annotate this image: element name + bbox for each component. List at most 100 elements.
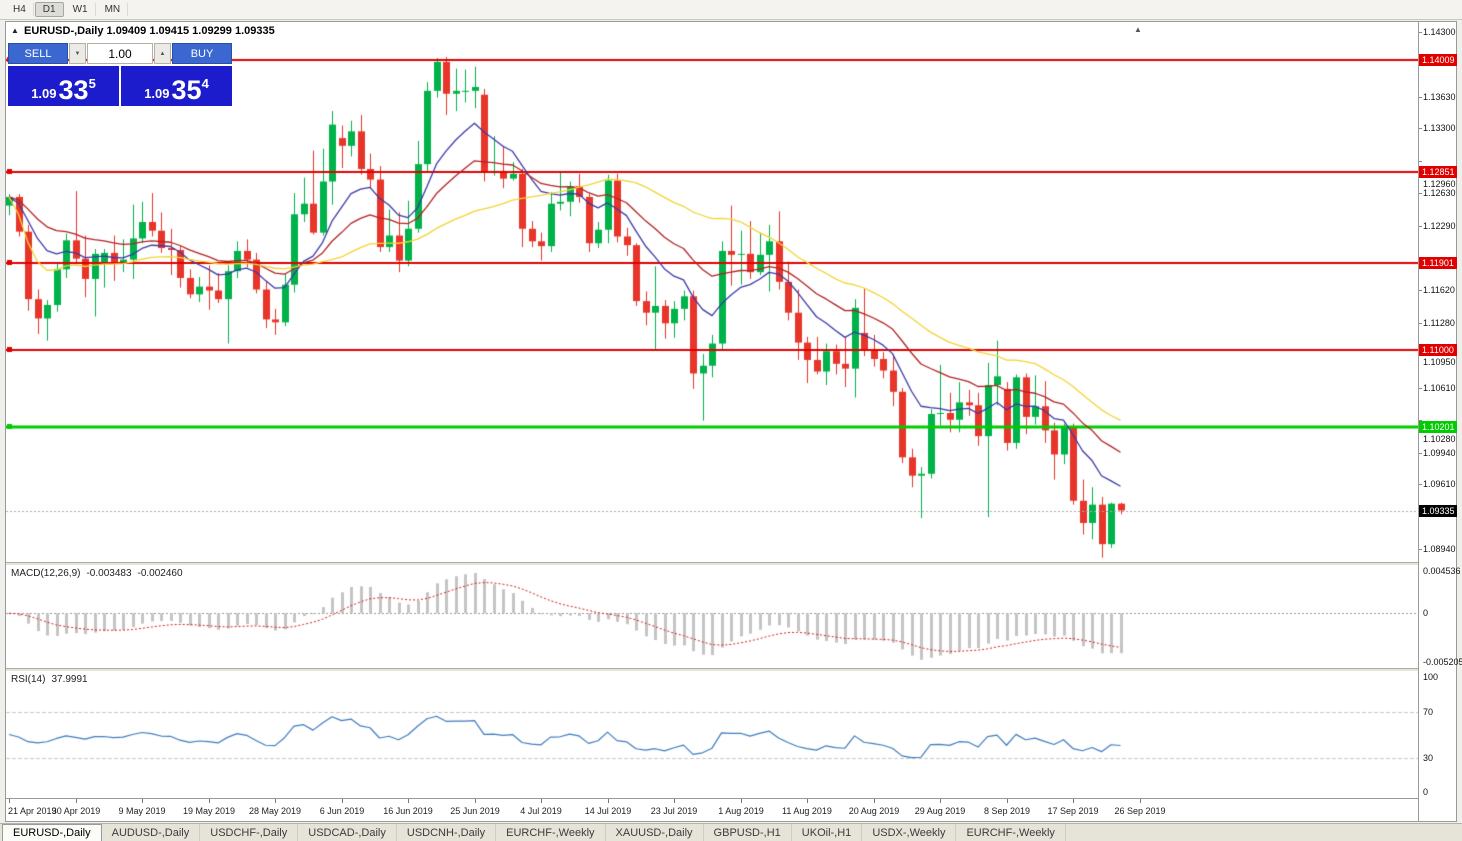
chart-ohlc-title: EURUSD-,Daily 1.09409 1.09415 1.09299 1.…: [24, 25, 275, 37]
one-click-trade-panel: SELL ▼ ▲ BUY 1.09 33 5 1.09 35 4: [8, 43, 232, 106]
macd-value-1: -0.003483: [86, 568, 132, 579]
macd-axis-label: 0: [1423, 608, 1429, 618]
time-axis-tick: [541, 799, 542, 803]
time-axis-tick: [408, 799, 409, 803]
timeframe-button-d1[interactable]: D1: [34, 2, 64, 17]
time-axis-label: 11 Aug 2019: [782, 806, 832, 816]
price-axis-tick: [1419, 161, 1422, 162]
price-axis-tick: [1419, 32, 1422, 33]
price-axis-label: 1.12630: [1423, 188, 1456, 198]
macd-canvas[interactable]: [6, 565, 1418, 668]
price-axis-label: 1.11620: [1423, 285, 1455, 295]
time-axis-label: 6 Jun 2019: [319, 806, 365, 816]
buy-price-display[interactable]: 1.09 35 4: [121, 66, 232, 106]
macd-name: MACD(12,26,9): [11, 568, 81, 579]
price-axis-label: 1.12960: [1423, 179, 1456, 189]
time-axis-label: 26 Sep 2019: [1114, 806, 1166, 816]
rsi-value: 37.9991: [51, 674, 88, 685]
price-axis-tick: [1419, 323, 1422, 324]
one-click-panel-toggle-icon[interactable]: ▲: [11, 26, 19, 35]
timeframe-button-w1[interactable]: W1: [65, 2, 96, 17]
time-axis-tick: [807, 799, 808, 803]
volume-increase-button[interactable]: ▲: [154, 43, 171, 64]
price-axis-label: 1.13300: [1423, 123, 1456, 133]
price-axis-tick: [1419, 388, 1422, 389]
time-axis-label: 25 Jun 2019: [450, 806, 500, 816]
time-axis-tick: [342, 799, 343, 803]
macd-axis-label: -0.005205: [1423, 657, 1462, 667]
rsi-axis-label: 100: [1423, 672, 1439, 682]
rsi-name: RSI(14): [11, 674, 46, 685]
price-axis-tick: [1419, 226, 1422, 227]
price-axis-tick: [1419, 193, 1422, 194]
rsi-canvas[interactable]: [6, 671, 1418, 798]
price-axis[interactable]: 1.14300 1.13630 1.13300 1.12960 1.12630 1.122…: [1418, 22, 1462, 821]
time-axis-tick: [142, 799, 143, 803]
chart-tab-xauusd-daily[interactable]: XAUUSD-,Daily: [606, 824, 704, 841]
time-axis-label: 14 Jul 2019: [584, 806, 632, 816]
main-chart-canvas[interactable]: [6, 22, 1418, 562]
chart-tab-audusd-daily[interactable]: AUDUSD-,Daily: [102, 824, 201, 841]
time-axis-label: 8 Sep 2019: [983, 806, 1031, 816]
chart-shift-marker-icon[interactable]: ▲: [1134, 25, 1142, 34]
price-axis-tick: [1419, 453, 1422, 454]
macd-axis-label: 0.004536: [1423, 566, 1461, 576]
time-axis-label: 30 Apr 2019: [51, 806, 101, 816]
time-axis-tick: [608, 799, 609, 803]
time-axis-tick: [475, 799, 476, 803]
sell-button[interactable]: SELL: [8, 43, 68, 64]
volume-decrease-button[interactable]: ▼: [69, 43, 86, 64]
rsi-axis-label: 30: [1423, 753, 1434, 763]
time-axis-tick: [275, 799, 276, 803]
time-axis-label: 21 Apr 2019: [8, 806, 57, 816]
time-axis-label: 19 May 2019: [182, 806, 236, 816]
price-axis-tick: [1419, 484, 1422, 485]
sell-price-display[interactable]: 1.09 33 5: [8, 66, 119, 106]
price-axis-tick: [1419, 128, 1422, 129]
macd-splitter[interactable]: [6, 562, 1418, 565]
buy-button[interactable]: BUY: [172, 43, 232, 64]
price-axis-tick: [1419, 97, 1422, 98]
macd-indicator-label: MACD(12,26,9) -0.003483 -0.002460: [11, 568, 189, 579]
price-axis-label: 1.11280: [1423, 318, 1455, 328]
chart-tab-ukoil-h1[interactable]: UKOil-,H1: [792, 824, 863, 841]
sell-price-big: 33: [58, 75, 89, 106]
sell-price-sup: 5: [88, 76, 96, 91]
timeframe-button-h4[interactable]: H4: [5, 2, 34, 17]
rsi-splitter[interactable]: [6, 668, 1418, 671]
chart-tab-usdx-weekly[interactable]: USDX-,Weekly: [862, 824, 957, 841]
chart-tab-usdchf-daily[interactable]: USDCHF-,Daily: [200, 824, 299, 841]
time-axis[interactable]: 21 Apr 2019 30 Apr 2019 9 May 2019 19 May 2…: [6, 798, 1418, 821]
timeframe-toolbar: H4 D1 W1 MN: [0, 0, 1462, 20]
time-axis-tick: [76, 799, 77, 803]
time-axis-label: 9 May 2019: [118, 806, 166, 816]
time-axis-tick: [1007, 799, 1008, 803]
chart-tab-eurchf-weekly[interactable]: EURCHF-,Weekly: [956, 824, 1066, 841]
price-level-badge: 1.14009: [1419, 54, 1457, 66]
price-axis-label: 1.09610: [1423, 479, 1456, 489]
time-axis-tick: [9, 799, 10, 803]
price-axis-label: 1.09940: [1423, 448, 1456, 458]
price-axis-label: 1.14300: [1423, 27, 1456, 37]
price-level-badge: 1.11901: [1419, 257, 1457, 269]
chart-tab-eurchf-weekly[interactable]: EURCHF-,Weekly: [496, 824, 606, 841]
rsi-axis-label: 70: [1423, 707, 1434, 717]
price-axis-label: 1.10610: [1423, 383, 1456, 393]
time-axis-label: 1 Aug 2019: [718, 806, 764, 816]
chart-tab-eurusd-daily[interactable]: EURUSD-,Daily: [2, 824, 102, 841]
time-axis-label: 29 Aug 2019: [914, 806, 966, 816]
price-axis-tick: [1419, 290, 1422, 291]
price-level-badge: 1.10201: [1419, 421, 1457, 433]
price-axis-tick: [1419, 549, 1422, 550]
timeframe-button-mn[interactable]: MN: [97, 2, 129, 17]
price-axis-label: 1.08940: [1423, 544, 1456, 554]
chart-tab-gbpusd-h1[interactable]: GBPUSD-,H1: [704, 824, 792, 841]
buy-price-sup: 4: [201, 76, 209, 91]
volume-input[interactable]: [87, 43, 153, 64]
chart-tab-usdcnh-daily[interactable]: USDCNH-,Daily: [397, 824, 497, 841]
sell-price-prefix: 1.09: [31, 86, 57, 101]
price-level-badge: 1.11000: [1419, 344, 1457, 356]
time-axis-label: 28 May 2019: [248, 806, 302, 816]
chart-tab-usdcad-daily[interactable]: USDCAD-,Daily: [298, 824, 397, 841]
time-axis-label: 16 Jun 2019: [383, 806, 433, 816]
